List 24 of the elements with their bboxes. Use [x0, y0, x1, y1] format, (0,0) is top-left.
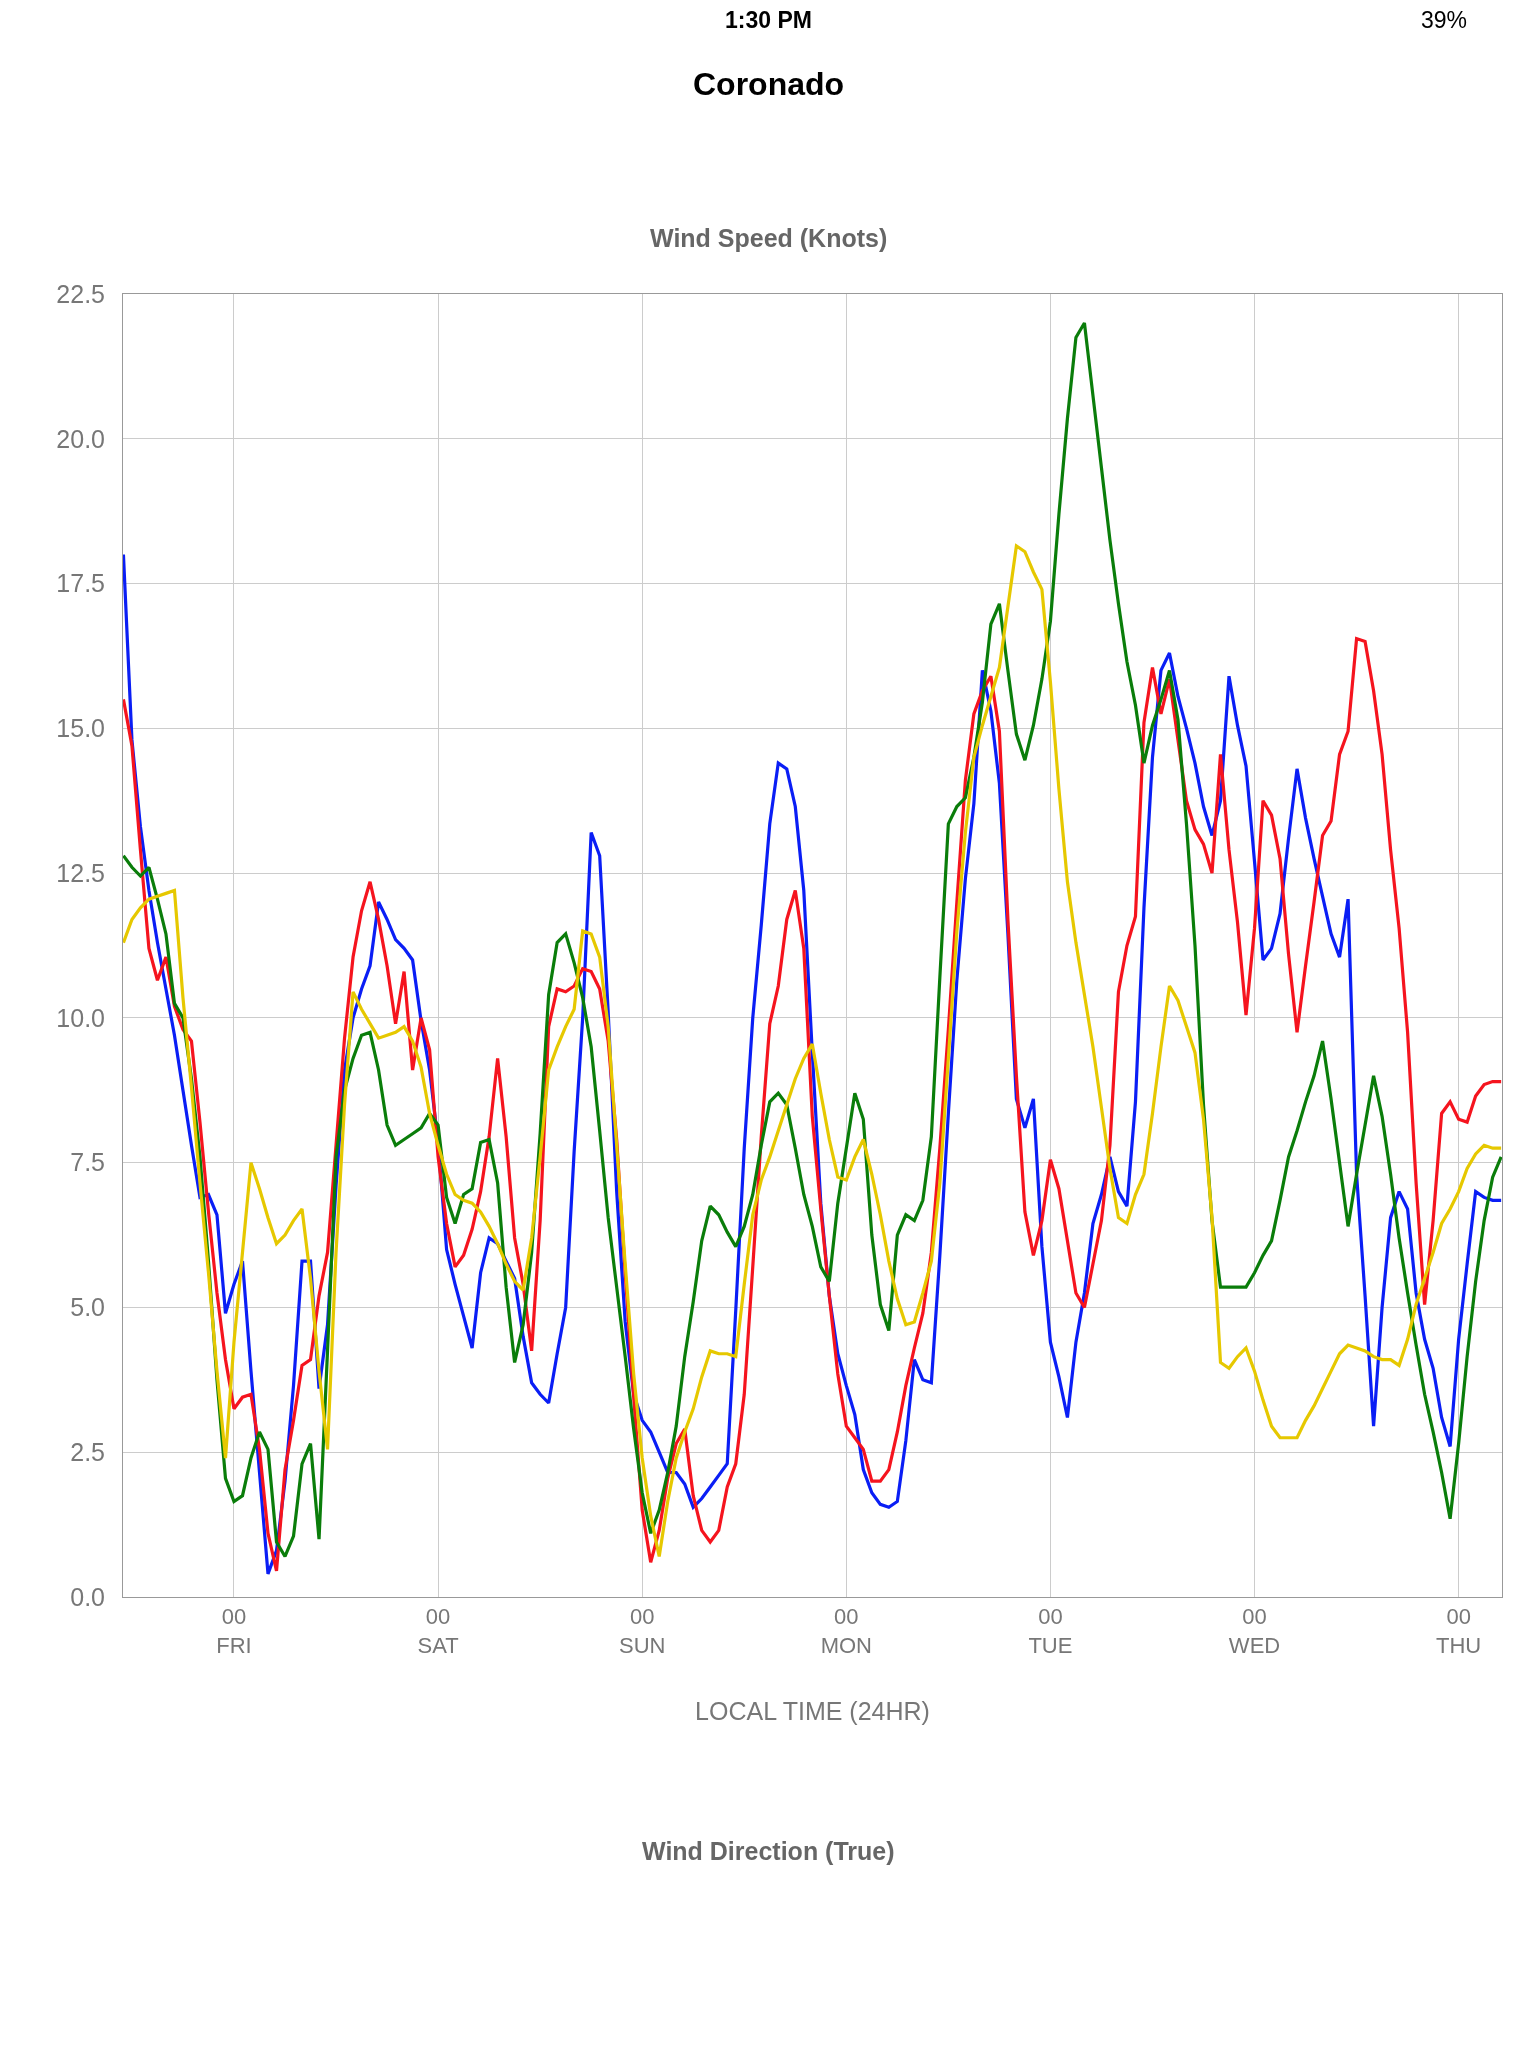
x-axis-title: LOCAL TIME (24HR): [695, 1697, 930, 1725]
chart-subtitle: Wind Speed (Knots): [650, 224, 888, 252]
y-tick-label: 15.0: [56, 714, 105, 743]
y-tick-label: 2.5: [70, 1437, 105, 1466]
x-tick-label: 00 FRI: [216, 1604, 252, 1658]
x-tick-label: 00 TUE: [1028, 1604, 1073, 1658]
x-tick-label: 00 SAT: [417, 1604, 459, 1658]
text: 1:30 PM: [725, 7, 812, 33]
text: Wind Direction (True): [642, 1837, 895, 1865]
y-tick-label: 20.0: [56, 424, 105, 453]
chart-title: Coronado: [693, 66, 845, 102]
line-series: [123, 321, 1502, 1559]
y-tick-label: 10.0: [56, 1003, 105, 1032]
y-tick-label: 7.5: [70, 1148, 105, 1177]
x-tick-label: 00 SUN: [618, 1604, 666, 1658]
y-tick-label: 5.0: [70, 1293, 105, 1322]
x-tick-label: 00 WED: [1228, 1604, 1281, 1658]
y-tick-label: 12.5: [56, 858, 105, 887]
x-tick-label: 00 THU: [1436, 1604, 1482, 1658]
text: 39%: [1421, 7, 1468, 33]
x-tick-label: 00 MON: [820, 1604, 872, 1658]
y-tick-label: 17.5: [56, 569, 105, 598]
y-tick-label: 22.5: [56, 279, 105, 308]
y-tick-label: 0.0: [70, 1582, 105, 1611]
